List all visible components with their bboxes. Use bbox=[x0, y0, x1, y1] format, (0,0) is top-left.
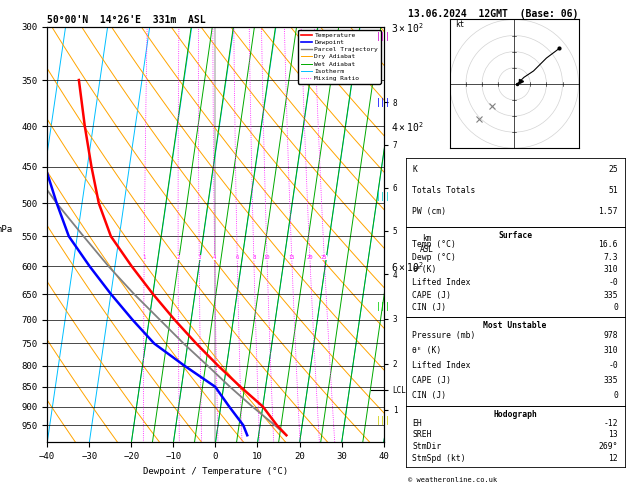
Text: 335: 335 bbox=[603, 376, 618, 385]
Text: 4: 4 bbox=[213, 255, 216, 260]
Text: 0: 0 bbox=[613, 303, 618, 312]
Text: 25: 25 bbox=[608, 165, 618, 174]
X-axis label: Dewpoint / Temperature (°C): Dewpoint / Temperature (°C) bbox=[143, 467, 288, 475]
Text: StmDir: StmDir bbox=[412, 442, 442, 451]
Text: Lifted Index: Lifted Index bbox=[412, 361, 470, 370]
Text: |||: ||| bbox=[376, 32, 391, 41]
Text: 1.57: 1.57 bbox=[599, 207, 618, 216]
Text: StmSpd (kt): StmSpd (kt) bbox=[412, 454, 466, 463]
Y-axis label: km
ASL: km ASL bbox=[420, 235, 434, 254]
Text: 310: 310 bbox=[603, 346, 618, 355]
Text: |||: ||| bbox=[376, 98, 391, 106]
Text: CIN (J): CIN (J) bbox=[412, 391, 447, 400]
Text: K: K bbox=[412, 165, 417, 174]
Text: 1: 1 bbox=[143, 255, 146, 260]
Text: 0: 0 bbox=[613, 391, 618, 400]
Text: |||: ||| bbox=[376, 192, 391, 201]
Text: 310: 310 bbox=[603, 265, 618, 275]
Text: 20: 20 bbox=[306, 255, 313, 260]
Text: |||: ||| bbox=[376, 416, 391, 425]
Text: 50°00'N  14°26'E  331m  ASL: 50°00'N 14°26'E 331m ASL bbox=[47, 15, 206, 25]
Text: 2: 2 bbox=[177, 255, 180, 260]
Text: Temp (°C): Temp (°C) bbox=[412, 240, 456, 249]
Text: CAPE (J): CAPE (J) bbox=[412, 376, 451, 385]
Y-axis label: hPa: hPa bbox=[0, 226, 13, 235]
Text: Pressure (mb): Pressure (mb) bbox=[412, 331, 476, 340]
Text: Surface: Surface bbox=[498, 231, 532, 240]
Text: 978: 978 bbox=[603, 331, 618, 340]
Text: Totals Totals: Totals Totals bbox=[412, 186, 476, 195]
Text: 51: 51 bbox=[608, 186, 618, 195]
Text: -0: -0 bbox=[608, 278, 618, 287]
Text: 8: 8 bbox=[252, 255, 255, 260]
Text: -12: -12 bbox=[603, 418, 618, 428]
Text: θᴱ (K): θᴱ (K) bbox=[412, 346, 442, 355]
Text: Dewp (°C): Dewp (°C) bbox=[412, 253, 456, 262]
Text: |||: ||| bbox=[376, 302, 391, 311]
Text: 13: 13 bbox=[608, 430, 618, 439]
Text: © weatheronline.co.uk: © weatheronline.co.uk bbox=[408, 477, 497, 483]
Text: EH: EH bbox=[412, 418, 422, 428]
Text: 16.6: 16.6 bbox=[599, 240, 618, 249]
Text: 3: 3 bbox=[198, 255, 201, 260]
Text: Lifted Index: Lifted Index bbox=[412, 278, 470, 287]
Text: 7.3: 7.3 bbox=[603, 253, 618, 262]
Text: CIN (J): CIN (J) bbox=[412, 303, 447, 312]
Text: 15: 15 bbox=[289, 255, 295, 260]
Text: SREH: SREH bbox=[412, 430, 431, 439]
Text: Most Unstable: Most Unstable bbox=[484, 321, 547, 330]
Text: 13.06.2024  12GMT  (Base: 06): 13.06.2024 12GMT (Base: 06) bbox=[408, 9, 578, 19]
Text: θᴱ(K): θᴱ(K) bbox=[412, 265, 437, 275]
Text: Hodograph: Hodograph bbox=[493, 410, 537, 419]
Text: 12: 12 bbox=[608, 454, 618, 463]
Text: kt: kt bbox=[455, 20, 464, 30]
Text: 335: 335 bbox=[603, 291, 618, 300]
Text: PW (cm): PW (cm) bbox=[412, 207, 447, 216]
Text: 6: 6 bbox=[236, 255, 239, 260]
Text: -0: -0 bbox=[608, 361, 618, 370]
Text: 269°: 269° bbox=[599, 442, 618, 451]
Legend: Temperature, Dewpoint, Parcel Trajectory, Dry Adiabat, Wet Adiabat, Isotherm, Mi: Temperature, Dewpoint, Parcel Trajectory… bbox=[298, 30, 381, 84]
Text: 25: 25 bbox=[321, 255, 328, 260]
Text: CAPE (J): CAPE (J) bbox=[412, 291, 451, 300]
Text: 10: 10 bbox=[264, 255, 270, 260]
